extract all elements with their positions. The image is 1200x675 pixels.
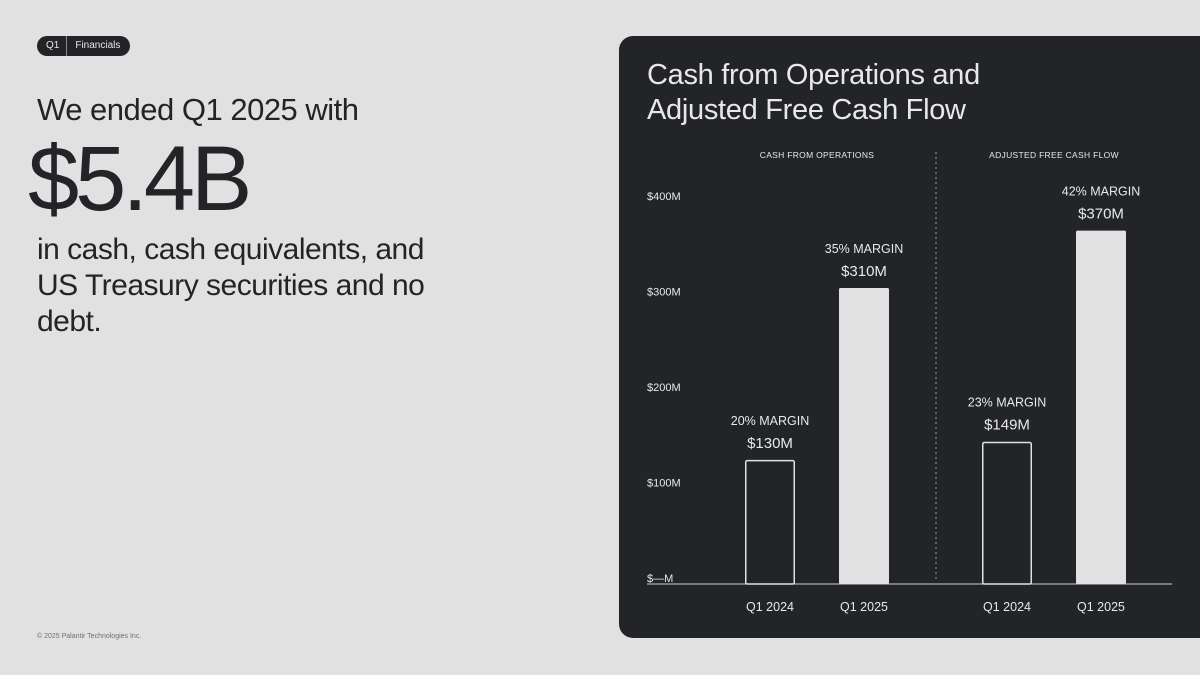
bar [982,441,1032,585]
bar-margin-label: 23% MARGIN [968,396,1047,410]
bar-value-label: $130M [747,435,793,452]
y-tick-label: $300M [647,287,681,299]
bar-value-label: $310M [841,263,887,280]
bar-value-label: $149M [984,417,1030,434]
tag-section: Financials [75,40,121,51]
bar-margin-label: 42% MARGIN [1062,185,1141,199]
x-tick-label: Q1 2025 [840,600,888,614]
group-label: ADJUSTED FREE CASH FLOW [989,150,1119,160]
section-tag: Q1 Financials [37,36,131,56]
chart-title: Cash from Operations and Adjusted Free C… [647,59,980,126]
bar [839,287,889,584]
bar-margin-label: 20% MARGIN [731,414,810,428]
x-tick-label: Q1 2025 [1077,600,1125,614]
y-tick-label: $200M [647,382,681,394]
big-number: $5.4B [28,128,252,230]
chart-panel: Cash from Operations and Adjusted Free C… [619,36,1200,638]
bar-value-label: $370M [1078,206,1124,223]
bar-margin-label: 35% MARGIN [825,242,904,256]
x-tick-label: Q1 2024 [746,600,794,614]
headline: We ended Q1 2025 with [37,92,359,127]
subtext: in cash, cash equivalents, and US Treasu… [37,233,425,338]
group-label: CASH FROM OPERATIONS [760,150,874,160]
copyright-footer: © 2025 Palantir Technologies Inc. [37,633,142,640]
bar [1076,230,1126,584]
y-tick-label: $100M [647,478,681,490]
x-tick-label: Q1 2024 [983,600,1031,614]
bar [745,459,795,585]
y-tick-label: $—M [647,573,673,585]
chart-svg: $—M $100M $200M $300M $400M CASH FROM OPERATI… [647,150,1172,614]
tag-quarter: Q1 [37,36,68,56]
y-tick-label: $400M [647,191,681,203]
